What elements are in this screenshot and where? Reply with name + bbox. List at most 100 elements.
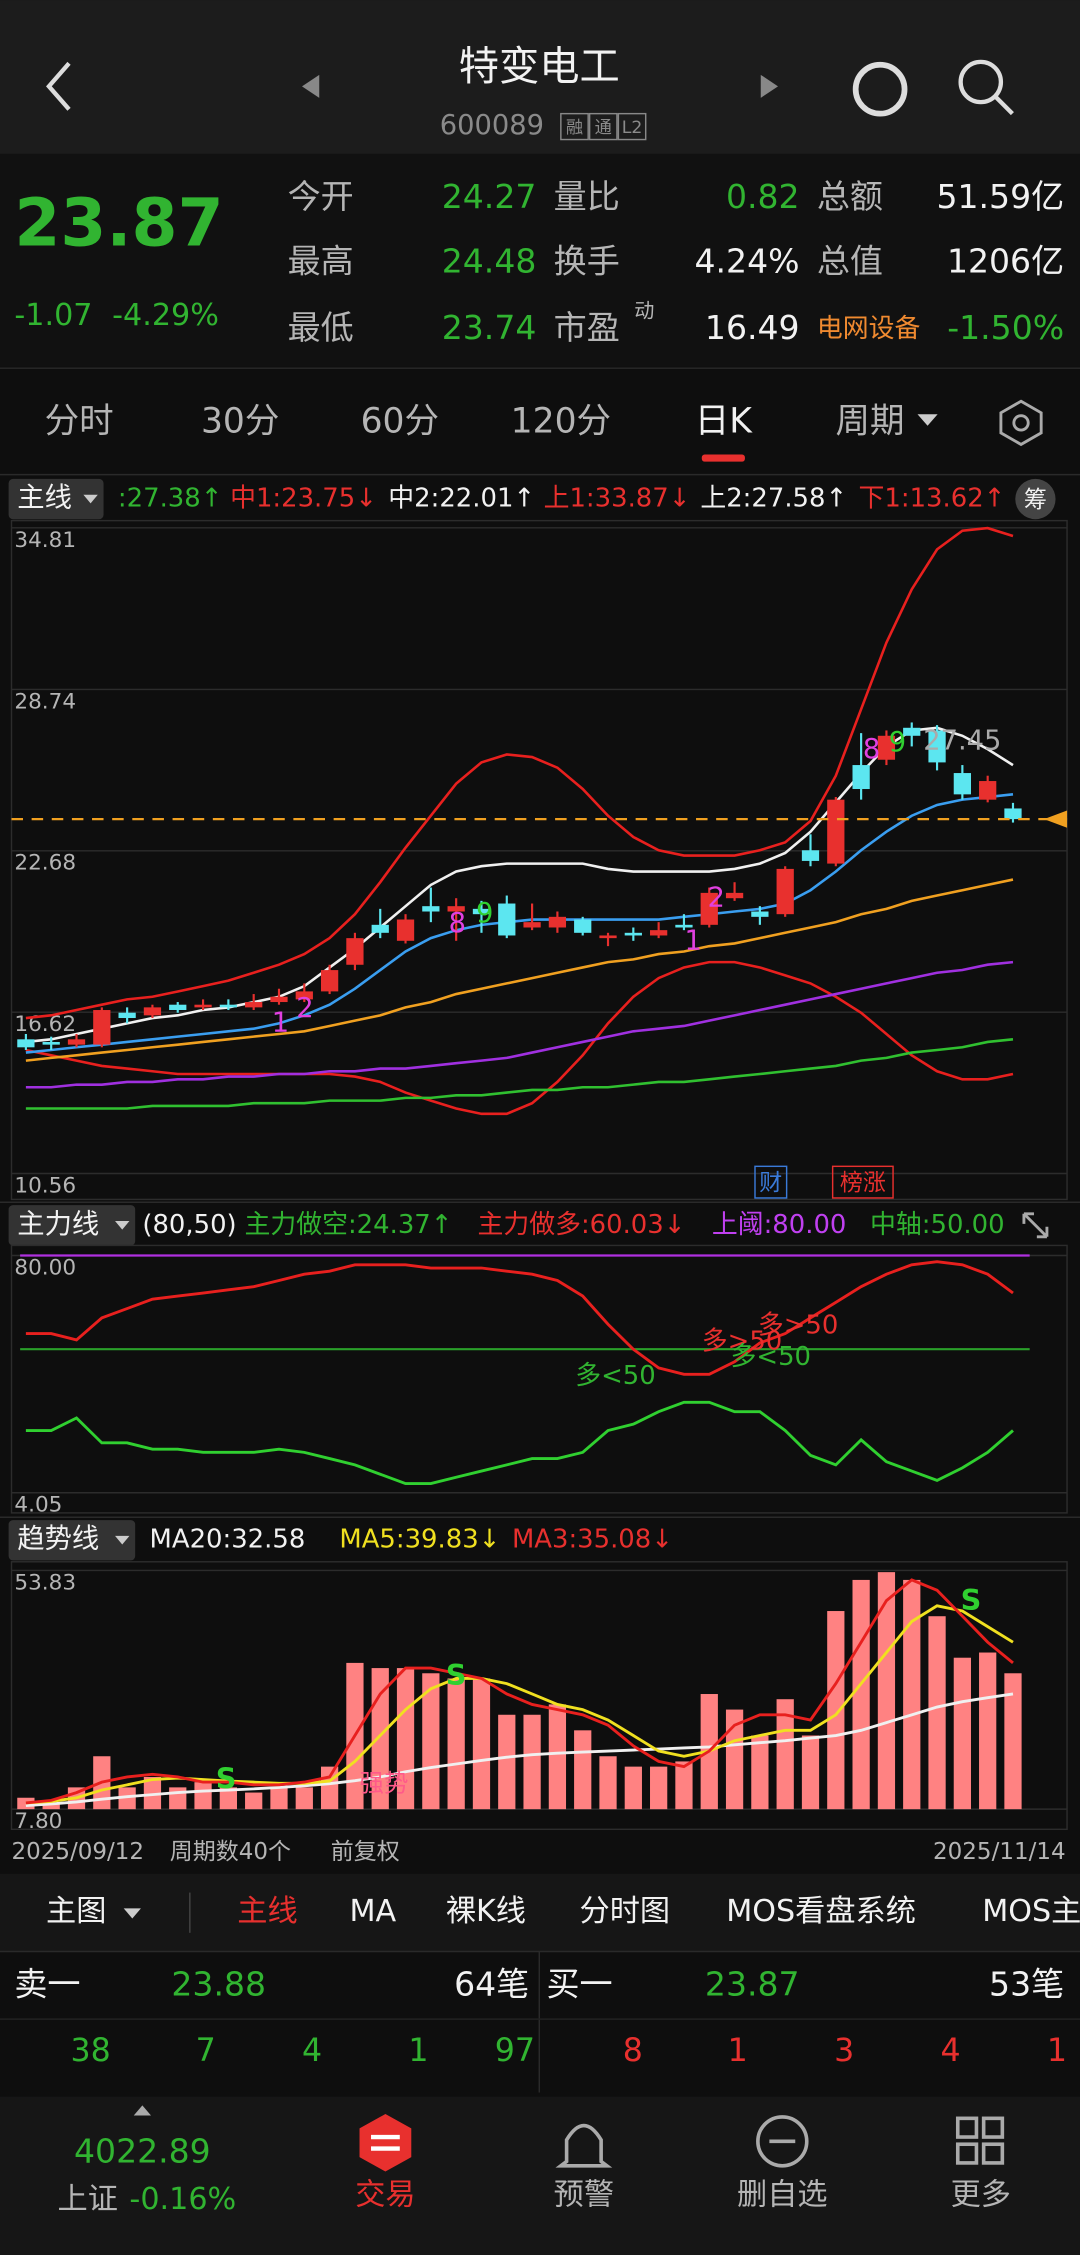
settings[interactable] xyxy=(999,399,1043,447)
level: 97 xyxy=(495,2033,535,2069)
end-date: 2025/11/14 xyxy=(933,1839,1066,1865)
y-tick-label: 80.00 xyxy=(14,1255,76,1280)
level: 4 xyxy=(941,2033,961,2069)
candle-body xyxy=(903,727,921,736)
candle-body xyxy=(877,735,896,760)
candle-body xyxy=(928,730,946,763)
nav-item[interactable]: 更多 xyxy=(951,2177,1011,2212)
search[interactable] xyxy=(958,59,1004,105)
trend-selector[interactable] xyxy=(8,1520,136,1561)
next[interactable] xyxy=(760,74,779,98)
trend-chart: 53.83 7.80 xyxy=(10,1561,1068,1834)
line xyxy=(25,793,1014,1054)
trend-name: 趋势线 xyxy=(17,1524,99,1555)
bar xyxy=(498,1714,516,1810)
quote-label: 电网设备 xyxy=(817,314,921,344)
nav-item[interactable]: 交易 xyxy=(355,2177,415,2212)
trend-legend: MA20:32.58 MA5:39.83↓ MA3:35.08↓ xyxy=(150,1525,673,1555)
remove-icon[interactable] xyxy=(756,2115,809,2168)
bar xyxy=(169,1787,187,1810)
menu-item[interactable]: 主图 xyxy=(46,1894,106,1929)
line xyxy=(25,1038,1014,1110)
tab[interactable]: 周期 xyxy=(836,401,905,441)
force-selector[interactable] xyxy=(8,1205,136,1246)
tab[interactable]: 分时 xyxy=(45,401,114,441)
candle-body xyxy=(320,970,339,992)
menu-item[interactable]: 分时图 xyxy=(580,1894,671,1929)
adjust: 前复权 xyxy=(331,1839,400,1865)
candle-body xyxy=(93,1010,111,1045)
code: 600089 xyxy=(440,110,544,141)
buy-count: 53笔 xyxy=(989,1965,1064,2004)
bar xyxy=(751,1735,769,1810)
bar xyxy=(903,1579,921,1810)
y-tick-label: 53.83 xyxy=(14,1570,76,1595)
legend: 主力做多:60.03↓ xyxy=(477,1210,685,1240)
line xyxy=(25,960,1014,1116)
buy-label: 买一 xyxy=(546,1965,612,2004)
quote-value: 24.48 xyxy=(442,242,537,281)
legend: 中1:23.75↓ xyxy=(230,484,377,514)
annotation: 1 xyxy=(685,925,702,956)
line xyxy=(25,1260,1014,1376)
bar xyxy=(801,1735,820,1810)
bar xyxy=(194,1782,212,1810)
candle-body xyxy=(574,919,592,933)
annotation: 2 xyxy=(296,993,313,1024)
main-selector[interactable] xyxy=(8,478,104,520)
bar xyxy=(42,1802,60,1810)
chip-btn[interactable] xyxy=(1015,478,1056,520)
menu-item[interactable]: MA xyxy=(349,1894,396,1929)
level: 38 xyxy=(70,2033,110,2069)
y-tick-label: 7.80 xyxy=(14,1809,62,1834)
annotation: 多>50 xyxy=(702,1326,782,1356)
menu-item[interactable]: MOS看盘系统 xyxy=(726,1894,916,1929)
candle-body xyxy=(751,911,769,917)
price-marker xyxy=(1044,810,1068,828)
bar xyxy=(979,1652,997,1810)
line xyxy=(25,1692,1014,1807)
levels: 38 7 4 1 97 8 1 3 4 1 xyxy=(70,2033,1067,2069)
expand[interactable] xyxy=(1022,1212,1049,1239)
annotation: 多<50 xyxy=(731,1342,811,1372)
prev[interactable] xyxy=(301,74,320,98)
menu-item[interactable]: 裸K线 xyxy=(446,1894,526,1929)
bar xyxy=(447,1678,465,1810)
level: 8 xyxy=(623,2033,643,2069)
legend: MA3:35.08↓ xyxy=(512,1525,673,1555)
bell-icon[interactable] xyxy=(555,2123,613,2168)
nav-item[interactable]: 预警 xyxy=(554,2177,614,2212)
more-icon[interactable] xyxy=(955,2116,1005,2165)
tab[interactable]: 60分 xyxy=(361,401,439,441)
bar xyxy=(1004,1673,1022,1810)
tab[interactable]: 120分 xyxy=(511,401,611,441)
robot-icon[interactable] xyxy=(852,61,908,117)
tab-underline xyxy=(701,454,745,462)
candle-body xyxy=(396,919,415,941)
quote-value: -1.50% xyxy=(947,308,1064,347)
candle-body xyxy=(245,1002,263,1008)
tab[interactable]: 日K xyxy=(695,401,753,441)
nav-item[interactable]: 删自选 xyxy=(737,2177,828,2212)
y-tick-label: 22.68 xyxy=(14,851,76,876)
bar xyxy=(877,1572,896,1810)
badge xyxy=(588,112,618,141)
bar xyxy=(953,1657,971,1810)
trade-icon[interactable] xyxy=(359,2114,412,2172)
menu-item[interactable]: 主线 xyxy=(237,1894,297,1929)
candle-body xyxy=(67,1039,86,1045)
buy-price: 23.87 xyxy=(705,1965,800,2004)
index-caret xyxy=(133,2105,151,2116)
trend-annotations: S S S 强势 xyxy=(216,1583,982,1798)
caret xyxy=(115,1220,130,1230)
legend: 主力做空:24.37↑ xyxy=(244,1210,452,1240)
candle-body xyxy=(548,916,567,928)
back[interactable] xyxy=(46,61,71,111)
nav-bg xyxy=(0,2096,1080,2255)
menu-item[interactable]: MOS主 xyxy=(982,1894,1080,1929)
tabs: 分时 30分 60分 120分 日K 周期 xyxy=(45,401,938,462)
tab[interactable]: 30分 xyxy=(201,401,279,441)
candle-body xyxy=(650,930,668,936)
candle-body xyxy=(599,935,617,939)
quote-label: 总值 xyxy=(817,242,883,281)
